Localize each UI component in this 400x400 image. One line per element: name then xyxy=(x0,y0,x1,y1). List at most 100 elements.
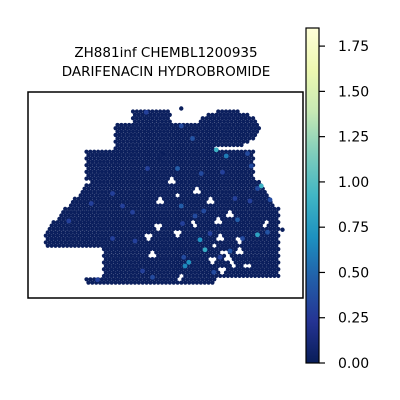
spot xyxy=(258,189,263,195)
spot xyxy=(121,273,126,279)
spot xyxy=(225,240,231,245)
spot xyxy=(123,196,128,201)
spot xyxy=(132,146,138,151)
spot xyxy=(272,260,277,265)
spot xyxy=(161,223,167,228)
spot xyxy=(163,119,169,124)
spot xyxy=(216,183,221,188)
spot xyxy=(221,112,227,117)
spot xyxy=(150,169,155,174)
spot xyxy=(128,206,134,211)
spot xyxy=(220,223,225,228)
spot xyxy=(210,220,215,225)
spot xyxy=(125,213,130,218)
spot xyxy=(103,223,108,228)
spot xyxy=(111,176,116,181)
spot xyxy=(196,230,201,235)
spot xyxy=(252,253,258,258)
spot xyxy=(96,203,101,208)
spot xyxy=(251,236,256,242)
spot xyxy=(206,240,211,245)
spot xyxy=(99,169,105,174)
spot xyxy=(200,230,205,235)
spot xyxy=(212,210,217,215)
spot xyxy=(144,139,149,144)
spot xyxy=(225,220,231,225)
spot xyxy=(107,156,112,161)
spot xyxy=(88,216,93,221)
spot xyxy=(105,206,110,211)
spot xyxy=(150,142,155,148)
spot xyxy=(127,250,132,255)
spot xyxy=(196,149,201,154)
spot xyxy=(202,233,207,238)
spot xyxy=(194,179,200,185)
spot xyxy=(140,153,145,158)
spot xyxy=(90,173,95,178)
spot xyxy=(243,230,248,235)
spot xyxy=(99,149,105,154)
spot xyxy=(183,186,188,191)
spot xyxy=(123,129,128,134)
spot xyxy=(173,196,178,201)
spot xyxy=(109,220,114,225)
spot xyxy=(249,132,254,138)
spot xyxy=(241,153,246,158)
spot xyxy=(177,183,182,188)
spot xyxy=(196,223,201,228)
spot xyxy=(241,273,246,279)
spot xyxy=(229,132,234,138)
spot xyxy=(159,240,165,245)
spot xyxy=(109,206,114,211)
spot xyxy=(171,173,176,178)
spot xyxy=(154,169,159,174)
spot xyxy=(194,220,200,225)
spot xyxy=(243,270,248,275)
spot xyxy=(239,129,244,134)
spot xyxy=(144,280,149,285)
spot xyxy=(123,156,128,161)
spot xyxy=(276,240,281,245)
spot xyxy=(115,257,120,262)
spot xyxy=(260,233,265,238)
spot xyxy=(103,176,108,181)
spot xyxy=(154,156,159,161)
spot xyxy=(57,230,62,235)
spot xyxy=(229,139,234,144)
spot xyxy=(109,179,114,185)
spot xyxy=(99,210,105,215)
spot xyxy=(113,240,118,245)
spot xyxy=(159,220,165,225)
spot xyxy=(128,126,134,131)
spot xyxy=(51,233,56,238)
spot xyxy=(196,156,201,161)
spot xyxy=(130,250,136,255)
spot xyxy=(235,136,240,141)
spot xyxy=(156,220,161,225)
spot xyxy=(127,203,132,208)
spot xyxy=(128,193,134,198)
colorbar-tick-label: 1.00 xyxy=(338,175,369,191)
spot xyxy=(158,189,163,195)
spot xyxy=(252,179,258,185)
spot xyxy=(82,226,87,232)
spot xyxy=(49,243,54,248)
spot xyxy=(127,210,132,215)
spot xyxy=(107,169,112,174)
spot-highlighted xyxy=(192,213,198,219)
spot xyxy=(159,166,165,171)
spatial-spots xyxy=(43,106,285,285)
spot xyxy=(65,210,70,215)
spot xyxy=(233,213,238,218)
spot xyxy=(231,163,236,168)
spot xyxy=(90,193,95,198)
spot-highlighted xyxy=(245,151,250,156)
spot xyxy=(249,246,254,252)
spot xyxy=(233,173,238,178)
spot xyxy=(214,112,219,117)
spot xyxy=(225,260,231,265)
spot xyxy=(159,213,165,218)
spot xyxy=(239,183,244,188)
spot xyxy=(47,226,52,232)
spot xyxy=(268,233,273,238)
